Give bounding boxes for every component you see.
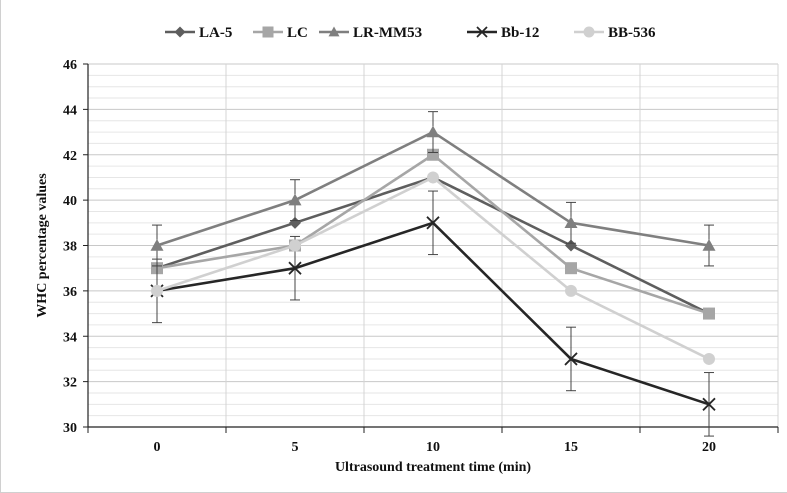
data-point [288,193,302,206]
data-point [702,239,716,251]
data-point [702,397,716,411]
data-point-stroke [426,216,440,230]
x-tick-label: 10 [426,440,440,455]
data-point-stroke [564,352,578,366]
data-point [427,171,439,184]
data-point [426,216,440,230]
y-axis-title: WHC percentage values [35,173,50,318]
legend-label: LR-MM53 [353,25,422,41]
data-point [426,125,440,138]
x-tick-label: 0 [154,440,161,455]
x-tick-label: 5 [292,440,299,455]
y-tick-label: 44 [63,103,77,118]
data-point [289,239,301,252]
data-point [703,307,715,320]
y-tick-label: 36 [63,285,77,300]
y-tick-label: 40 [63,194,77,209]
data-point-stroke [476,26,488,38]
legend-item: BB-536 [574,25,656,41]
legend-label: LC [287,25,308,41]
legend-label: LA-5 [199,25,232,41]
legend-item: LC [253,25,308,41]
data-point [565,239,577,252]
series-layer [150,111,716,437]
y-tick-label: 30 [63,421,77,436]
data-point [174,26,186,38]
data-point [328,26,340,37]
data-point [427,148,439,161]
legend-item: Bb-12 [467,25,539,41]
data-point [565,284,577,297]
legend-item: LA-5 [165,25,232,41]
series-bb-12 [150,190,716,437]
legend-label: BB-536 [608,25,656,41]
data-point-stroke [702,397,716,411]
data-point [151,284,163,297]
data-point [564,216,578,229]
series-bb-536 [151,171,715,365]
legend: LA-5 LC LR-MM53 Bb-12 BB-536 [165,25,656,41]
data-point [262,26,274,38]
x-tick-label: 20 [702,440,716,455]
legend-label: Bb-12 [501,25,539,41]
data-point [703,352,715,365]
data-point [583,26,595,38]
data-point [476,26,488,38]
x-tick-label: 15 [564,440,578,455]
y-tick-label: 32 [63,376,77,391]
data-point [288,261,302,275]
data-point [289,216,301,229]
data-point [565,262,577,275]
data-point-stroke [288,261,302,275]
y-tick-label: 34 [63,330,77,345]
data-point [564,352,578,366]
y-tick-label: 46 [63,58,77,73]
data-point [150,239,164,251]
legend-item: LR-MM53 [319,25,422,41]
y-tick-label: 38 [63,240,77,255]
y-tick-label: 42 [63,149,77,164]
y-tick-labels: 30 32 34 36 38 40 42 44 46 [63,58,88,436]
x-axis-title: Ultrasound treatment time (min) [335,460,531,475]
x-tick-labels: 0 5 10 15 20 [87,427,779,455]
